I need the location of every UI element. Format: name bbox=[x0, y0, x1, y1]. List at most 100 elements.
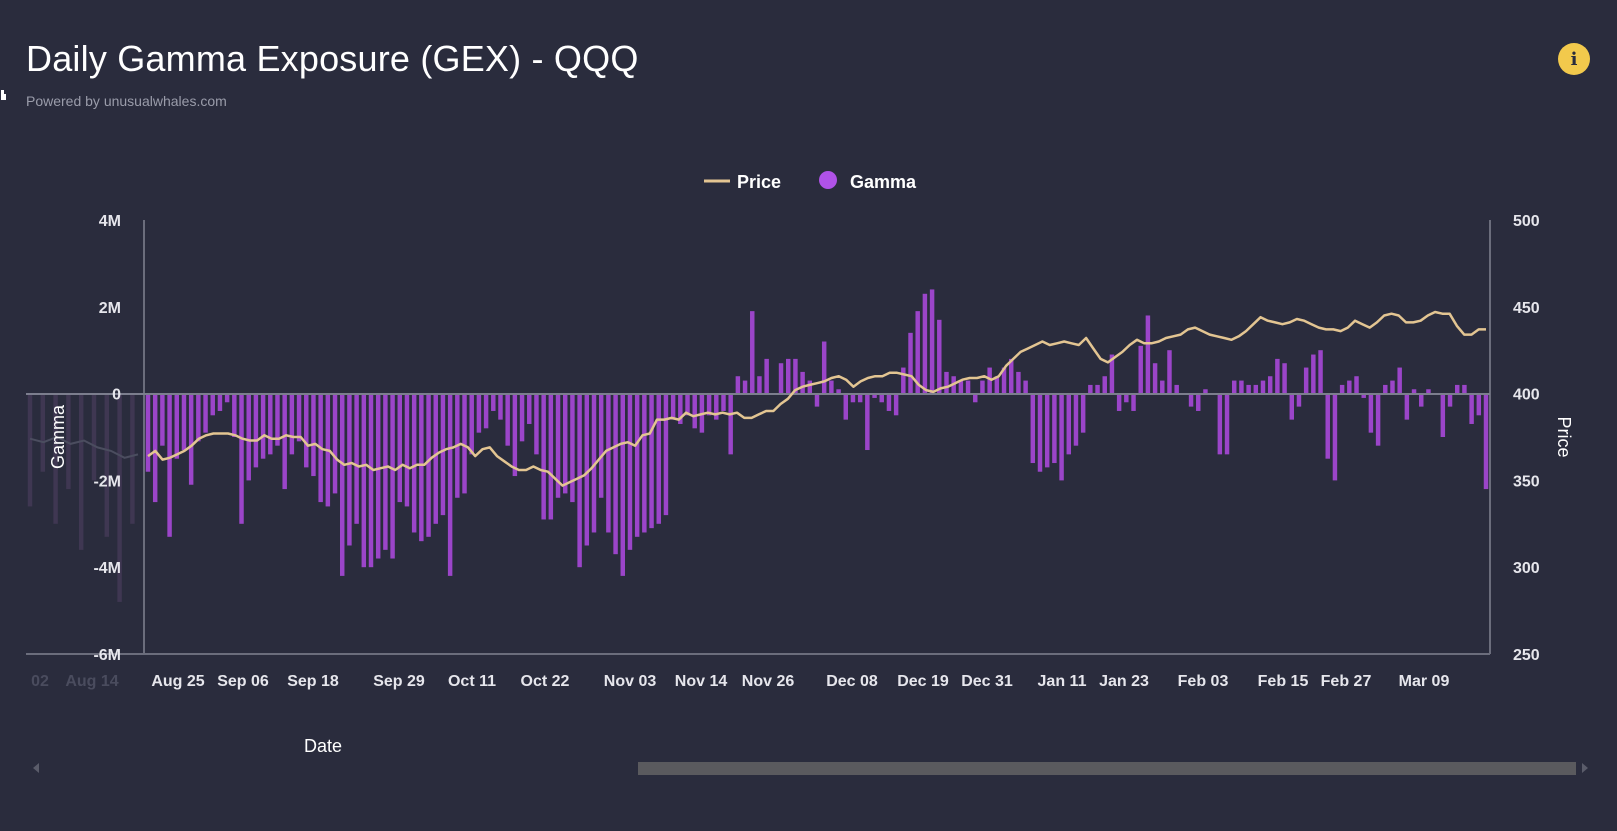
gamma-bar[interactable] bbox=[836, 389, 841, 394]
scroll-left-arrow-icon[interactable] bbox=[33, 763, 39, 773]
gamma-bar[interactable] bbox=[440, 393, 446, 516]
gamma-bar[interactable] bbox=[1052, 393, 1057, 464]
gamma-bar[interactable] bbox=[980, 380, 985, 394]
gamma-bar[interactable] bbox=[1246, 384, 1251, 394]
gamma-bar[interactable] bbox=[541, 393, 546, 520]
gamma-bar[interactable] bbox=[778, 363, 784, 394]
gamma-bar[interactable] bbox=[1476, 393, 1482, 416]
info-icon[interactable]: i bbox=[1558, 43, 1590, 75]
gamma-bar[interactable] bbox=[591, 393, 597, 533]
gamma-bar[interactable] bbox=[462, 393, 467, 494]
gamma-bar[interactable] bbox=[865, 393, 870, 451]
gamma-bar[interactable] bbox=[1167, 350, 1172, 394]
gamma-bar[interactable] bbox=[1253, 384, 1259, 394]
gamma-bar[interactable] bbox=[527, 393, 532, 424]
gamma-bar[interactable] bbox=[1066, 393, 1071, 455]
gamma-bar[interactable] bbox=[383, 393, 388, 550]
gamma-bar[interactable] bbox=[1318, 350, 1323, 394]
gamma-bar[interactable] bbox=[375, 393, 381, 559]
gamma-bar[interactable] bbox=[152, 393, 158, 503]
gamma-bar[interactable] bbox=[879, 393, 884, 403]
gamma-bar[interactable] bbox=[1260, 380, 1266, 394]
gamma-bar[interactable] bbox=[296, 393, 302, 442]
gamma-bar[interactable] bbox=[1044, 393, 1050, 468]
gamma-bar[interactable] bbox=[354, 393, 359, 524]
gamma-bar[interactable] bbox=[1203, 389, 1208, 394]
gamma-bar[interactable] bbox=[1023, 380, 1028, 394]
gamma-bar[interactable] bbox=[1116, 393, 1122, 411]
gamma-bar[interactable] bbox=[1009, 358, 1014, 394]
gamma-bar[interactable] bbox=[634, 393, 640, 537]
gamma-bar[interactable] bbox=[793, 358, 798, 394]
gamma-bar[interactable] bbox=[1455, 384, 1460, 394]
gamma-bar[interactable] bbox=[368, 393, 374, 568]
gamma-bar[interactable] bbox=[311, 393, 316, 477]
gamma-bar[interactable] bbox=[505, 393, 510, 446]
gamma-bar[interactable] bbox=[433, 393, 438, 524]
gamma-bar[interactable] bbox=[469, 393, 474, 455]
gamma-bar[interactable] bbox=[1390, 380, 1395, 394]
gamma-bar[interactable] bbox=[663, 393, 669, 516]
gamma-bar[interactable] bbox=[973, 393, 978, 403]
gamma-bar[interactable] bbox=[584, 393, 590, 546]
gamma-bar[interactable] bbox=[1059, 393, 1064, 481]
gamma-bar[interactable] bbox=[1145, 315, 1151, 394]
gamma-bar[interactable] bbox=[167, 393, 172, 537]
gamma-bar[interactable] bbox=[1404, 393, 1410, 420]
gamma-bar[interactable] bbox=[922, 293, 928, 394]
gamma-bar[interactable] bbox=[1095, 384, 1100, 394]
gamma-bar[interactable] bbox=[685, 393, 690, 416]
gamma-bar[interactable] bbox=[757, 376, 762, 394]
gamma-bar[interactable] bbox=[289, 393, 295, 455]
gamma-bar[interactable] bbox=[649, 393, 654, 529]
gamma-bar[interactable] bbox=[642, 393, 647, 533]
scroll-right-arrow-icon[interactable] bbox=[1582, 763, 1588, 773]
gamma-bar[interactable] bbox=[670, 393, 676, 420]
gamma-bar[interactable] bbox=[188, 393, 194, 485]
gamma-bar[interactable] bbox=[498, 393, 503, 420]
gamma-bar[interactable] bbox=[1016, 371, 1021, 394]
gamma-bar[interactable] bbox=[1339, 384, 1345, 394]
gamma-bar[interactable] bbox=[764, 358, 769, 394]
gamma-bar[interactable] bbox=[742, 380, 748, 394]
gamma-bar[interactable] bbox=[1001, 367, 1007, 394]
gamma-bar[interactable] bbox=[1088, 384, 1093, 394]
gamma-bar[interactable] bbox=[512, 393, 518, 477]
gamma-bar[interactable] bbox=[1239, 380, 1244, 394]
gamma-bar[interactable] bbox=[850, 393, 856, 403]
gamma-bar[interactable] bbox=[937, 319, 942, 394]
gamma-bar[interactable] bbox=[181, 393, 187, 451]
gamma-bar[interactable] bbox=[483, 393, 489, 429]
gamma-bar[interactable] bbox=[1368, 393, 1374, 433]
gamma-bar[interactable] bbox=[620, 393, 625, 576]
gamma-bar[interactable] bbox=[735, 376, 741, 394]
gamma-bar[interactable] bbox=[1375, 393, 1381, 446]
gamma-bar[interactable] bbox=[598, 393, 604, 498]
gamma-bar[interactable] bbox=[332, 393, 338, 494]
gamma-bar[interactable] bbox=[563, 393, 568, 494]
gamma-bar[interactable] bbox=[419, 393, 424, 542]
gamma-bar[interactable] bbox=[174, 393, 179, 459]
gamma-bar[interactable] bbox=[534, 393, 539, 455]
gamma-bar[interactable] bbox=[1102, 376, 1107, 394]
gamma-bar[interactable] bbox=[1347, 380, 1352, 394]
gamma-bar[interactable] bbox=[872, 393, 877, 398]
gamma-bar[interactable] bbox=[786, 358, 791, 394]
gamma-bar[interactable] bbox=[411, 393, 417, 533]
gamma-bar[interactable] bbox=[692, 393, 697, 429]
gamma-bar[interactable] bbox=[1073, 393, 1079, 446]
gamma-bar[interactable] bbox=[160, 393, 165, 446]
gamma-bar[interactable] bbox=[239, 393, 244, 524]
gamma-bar[interactable] bbox=[275, 393, 280, 446]
gamma-bar[interactable] bbox=[706, 393, 712, 416]
gamma-bar[interactable] bbox=[397, 393, 402, 503]
gamma-bar[interactable] bbox=[1419, 393, 1424, 407]
gamma-bar[interactable] bbox=[1303, 367, 1309, 394]
gamma-bar[interactable] bbox=[958, 380, 964, 394]
gamma-bar[interactable] bbox=[217, 393, 223, 411]
gamma-bar[interactable] bbox=[203, 393, 208, 433]
gamma-bar[interactable] bbox=[1037, 393, 1043, 472]
gamma-bar[interactable] bbox=[800, 371, 805, 394]
gamma-bar[interactable] bbox=[613, 393, 618, 555]
gamma-bar[interactable] bbox=[627, 393, 633, 550]
